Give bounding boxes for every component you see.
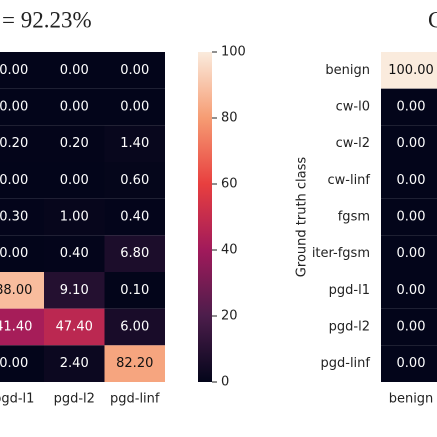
heatmap-cell — [44, 272, 105, 309]
heatmap-cell — [44, 52, 105, 89]
value-label: 0.00 — [397, 173, 426, 188]
colorbar-tick-label: 60 — [221, 177, 238, 192]
value-label: 0.00 — [397, 283, 426, 298]
value-label: 0.00 — [60, 63, 89, 78]
heatmap-cell — [0, 345, 44, 382]
value-label: 0.00 — [0, 356, 28, 371]
heatmap-cell — [0, 308, 44, 346]
heatmap-cell — [0, 52, 44, 89]
heatmap-cell — [44, 88, 105, 126]
heatmap-cell — [44, 198, 105, 236]
value-label: 0.00 — [397, 356, 426, 371]
value-label: 0.00 — [0, 63, 28, 78]
value-label: 0.00 — [397, 320, 426, 335]
y-tick-label: pgd-l1 — [329, 283, 370, 298]
x-tick-label: pgd-l2 — [54, 392, 95, 407]
heatmap-cell — [44, 235, 105, 272]
heatmap-cell — [104, 308, 165, 346]
value-label: 0.10 — [120, 283, 149, 298]
y-axis-label: Ground truth class — [295, 157, 310, 278]
heatmap-cell — [381, 308, 437, 346]
value-label: 47.40 — [56, 320, 93, 335]
value-label: 0.00 — [60, 173, 89, 188]
heatmap-cell — [104, 345, 165, 382]
y-tick-label: cw-l0 — [336, 100, 370, 115]
heatmap-cell — [104, 125, 165, 162]
colorbar-tick-label: 40 — [221, 243, 238, 258]
heatmap-cell — [381, 162, 437, 199]
value-label: 0.30 — [0, 210, 28, 225]
colorbar-tick-label: 80 — [221, 111, 238, 126]
value-label: 0.20 — [60, 136, 89, 151]
value-label: 82.20 — [116, 356, 153, 371]
value-label: 6.80 — [120, 246, 149, 261]
y-tick-label: fgsm — [338, 210, 370, 225]
value-label: 1.40 — [120, 136, 149, 151]
value-label: 9.10 — [60, 283, 89, 298]
heatmap-cell — [104, 198, 165, 236]
y-tick-label: pgd-linf — [321, 356, 371, 371]
heatmap-cell — [0, 235, 44, 272]
heatmap-cell — [44, 125, 105, 162]
value-label: 0.40 — [60, 246, 89, 261]
heatmap-cell — [381, 125, 437, 162]
value-label: 1.00 — [60, 210, 89, 225]
value-label: 6.00 — [120, 320, 149, 335]
value-label: 100.00 — [388, 63, 434, 78]
value-label: 41.40 — [0, 320, 32, 335]
heatmap-cell — [0, 88, 44, 126]
x-tick-label: pgd-linf — [110, 392, 160, 407]
value-label: 0.00 — [397, 100, 426, 115]
value-label: 0.00 — [120, 100, 149, 115]
value-label: 0.60 — [120, 173, 149, 188]
x-tick-label: benign — [389, 392, 434, 407]
chart-title: = 92.23% — [2, 7, 92, 32]
y-tick-label: benign — [325, 63, 370, 78]
heatmap-cell — [0, 198, 44, 236]
x-tick-label: pgd-l1 — [0, 392, 34, 407]
heatmap-cell — [104, 52, 165, 89]
heatmap-cell — [44, 162, 105, 199]
value-label: 0.00 — [120, 63, 149, 78]
value-label: 0.00 — [0, 100, 28, 115]
heatmap-cell — [381, 52, 437, 89]
heatmap-cell — [44, 345, 105, 382]
colorbar-tick-label: 0 — [221, 375, 229, 390]
value-label: 0.00 — [0, 246, 28, 261]
heatmap-cell — [381, 272, 437, 309]
heatmap-cell — [104, 272, 165, 309]
heatmap-cell — [381, 88, 437, 126]
y-tick-label: pgd-l2 — [329, 320, 370, 335]
value-label: 0.00 — [0, 173, 28, 188]
value-label: 0.00 — [60, 100, 89, 115]
chart-title: C — [428, 7, 437, 32]
heatmap-cell — [104, 162, 165, 199]
colorbar — [198, 52, 212, 382]
heatmap-cell — [0, 125, 44, 162]
value-label: 0.00 — [397, 246, 426, 261]
heatmap-cell — [104, 88, 165, 126]
y-tick-label: cw-l2 — [336, 136, 370, 151]
heatmap-cell — [104, 235, 165, 272]
heatmap-cell — [44, 308, 105, 346]
colorbar-tick-label: 20 — [221, 309, 238, 324]
heatmap-cell — [0, 272, 44, 309]
value-label: 0.00 — [397, 136, 426, 151]
heatmap-cell — [381, 345, 437, 382]
value-label: 0.00 — [397, 210, 426, 225]
heatmap-cell — [0, 162, 44, 199]
y-tick-label: iter-fgsm — [312, 246, 370, 261]
colorbar-tick-label: 100 — [221, 45, 246, 60]
heatmap-cell — [381, 235, 437, 272]
y-tick-label: cw-linf — [327, 173, 370, 188]
value-label: 0.40 — [120, 210, 149, 225]
heatmap-cell — [381, 198, 437, 236]
value-label: 88.00 — [0, 283, 32, 298]
value-label: 0.20 — [0, 136, 28, 151]
value-label: 2.40 — [60, 356, 89, 371]
